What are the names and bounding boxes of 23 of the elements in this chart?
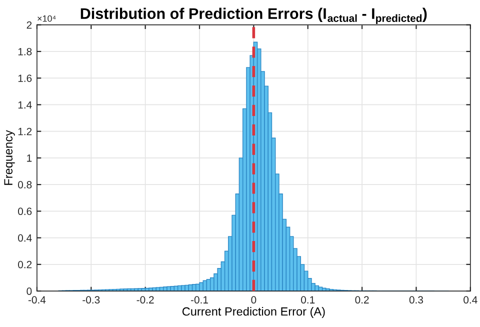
y-axis-title: Frequency xyxy=(4,130,15,185)
y-tick-label: 0.4 xyxy=(18,234,32,242)
y-tick-label: 0.8 xyxy=(18,181,32,188)
y-tick-label: 0.6 xyxy=(18,208,32,216)
x-tick-label: -0.2 xyxy=(136,296,154,304)
y-tick-label: 1.4 xyxy=(18,101,32,108)
x-tick-label: 0.2 xyxy=(355,296,369,304)
x-tick-label: 0.4 xyxy=(464,296,478,304)
y-tick-label: 1 xyxy=(27,154,32,162)
y-tick-label: 1.8 xyxy=(18,48,32,56)
y-tick-label: 1.6 xyxy=(18,74,32,82)
x-axis-title: Current Prediction Error (A) xyxy=(182,306,325,318)
x-tick-label: 0.3 xyxy=(409,296,424,304)
y-tick-label: 0 xyxy=(26,288,32,295)
text: ×10⁴ xyxy=(38,15,56,22)
x-tick-label: -0.3 xyxy=(82,296,100,304)
x-tick-label: 0.1 xyxy=(301,296,315,304)
y-tick-label: 0.2 xyxy=(18,260,32,268)
x-tick-label: -0.1 xyxy=(190,296,208,304)
x-tick-label: -0.4 xyxy=(28,296,46,304)
y-tick-label: 1.2 xyxy=(18,128,32,136)
y-tick-label: 2 xyxy=(26,21,32,29)
x-tick-label: 0 xyxy=(251,296,256,304)
